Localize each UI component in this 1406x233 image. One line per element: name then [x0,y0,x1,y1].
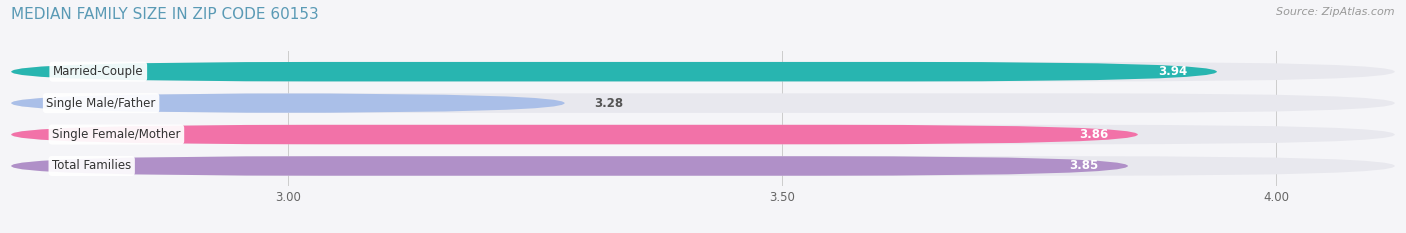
FancyBboxPatch shape [11,125,1395,144]
FancyBboxPatch shape [11,156,1395,176]
Text: 3.94: 3.94 [1159,65,1187,78]
Text: 3.86: 3.86 [1078,128,1108,141]
FancyBboxPatch shape [11,125,1137,144]
FancyBboxPatch shape [11,93,565,113]
Text: Total Families: Total Families [52,159,131,172]
Text: 3.28: 3.28 [595,97,623,110]
FancyBboxPatch shape [11,62,1395,81]
Text: Married-Couple: Married-Couple [53,65,143,78]
Text: Source: ZipAtlas.com: Source: ZipAtlas.com [1277,7,1395,17]
Text: Single Female/Mother: Single Female/Mother [52,128,180,141]
Text: 3.85: 3.85 [1069,159,1098,172]
FancyBboxPatch shape [11,93,1395,113]
FancyBboxPatch shape [11,62,1216,81]
Text: Single Male/Father: Single Male/Father [46,97,156,110]
Text: MEDIAN FAMILY SIZE IN ZIP CODE 60153: MEDIAN FAMILY SIZE IN ZIP CODE 60153 [11,7,319,22]
FancyBboxPatch shape [11,156,1128,176]
